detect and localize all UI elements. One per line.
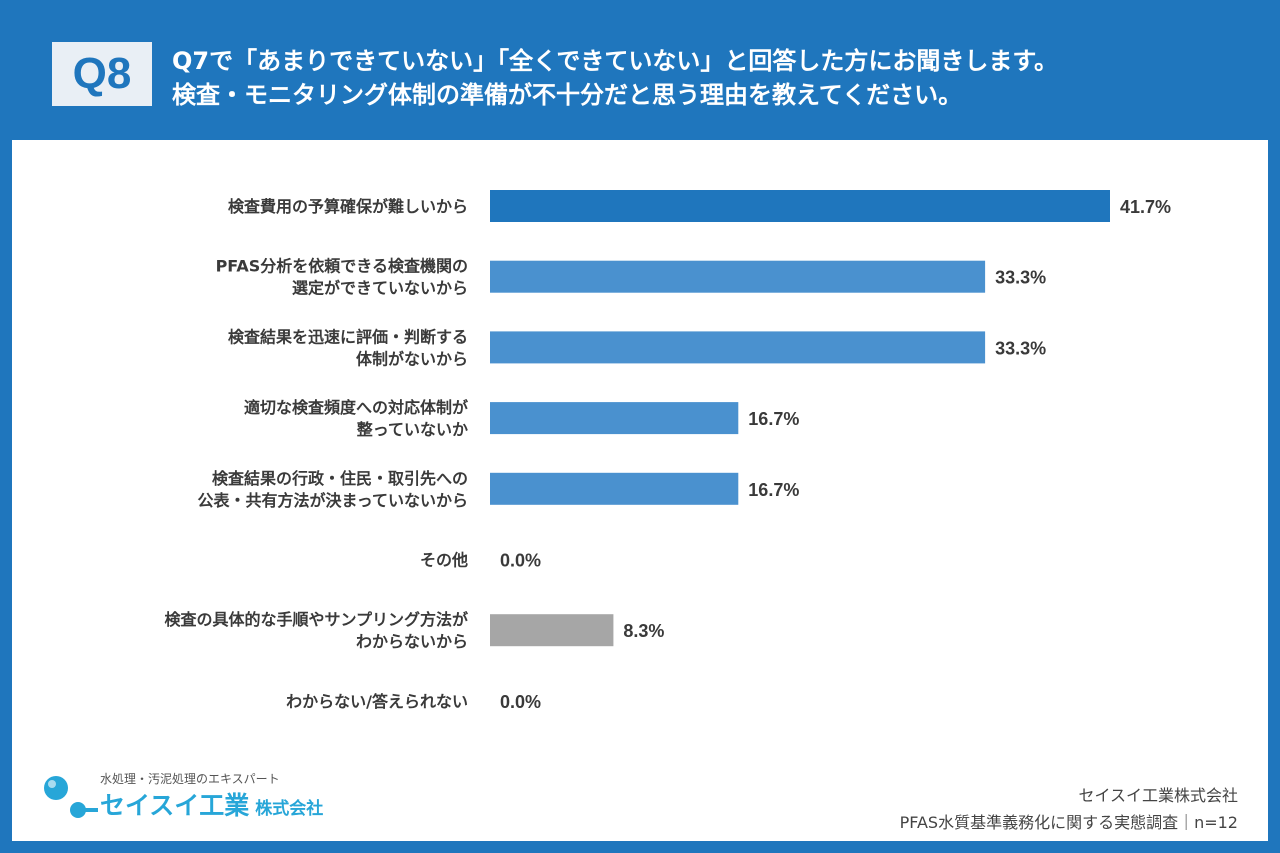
category-label-5-line-2: 公表・共有方法が決まっていないから <box>197 491 468 510</box>
bar-1 <box>490 190 1110 222</box>
category-label-4-line-1: 適切な検査頻度への対応体制が <box>244 398 468 417</box>
bar-2 <box>490 260 986 293</box>
category-label-6-line-1: その他 <box>420 551 468 570</box>
value-label-7: 8.3% <box>623 621 664 641</box>
footer-company: セイスイ工業株式会社 <box>1078 786 1238 805</box>
category-label-4-line-2: 整っていないか <box>356 420 468 439</box>
footer-credit: セイスイ工業株式会社 PFAS水質基準義務化に関する実態調査｜n=12 <box>900 782 1238 836</box>
logo-tagline: 水処理・汚泥処理のエキスパート <box>100 772 280 786</box>
category-label-7-line-2: わからないから <box>356 632 468 651</box>
logo-suffix: 株式会社 <box>255 799 324 819</box>
question-title-line-1: Q7で「あまりできていない」「全くできていない」と回答した方にお聞きします。 <box>172 47 1058 75</box>
value-label-5: 16.7% <box>748 480 799 500</box>
footer-survey: PFAS水質基準義務化に関する実態調査｜n=12 <box>899 813 1238 832</box>
category-label-1-line-1: 検査費用の予算確保が難しいから <box>228 197 468 216</box>
question-title: Q7で「あまりできていない」「全くできていない」と回答した方にお聞きします。 検… <box>172 44 1262 112</box>
value-label-2: 33.3% <box>995 268 1046 288</box>
chart-panel: 41.7% 検査費用の予算確保が難しいから 33.3% PFAS分析を依頼できる検査機… <box>12 140 1268 841</box>
value-label-3: 33.3% <box>995 338 1046 358</box>
category-label-5-line-1: 検査結果の行政・住民・取引先への <box>212 469 468 488</box>
value-label-8: 0.0% <box>500 692 541 712</box>
bar-5 <box>490 472 739 505</box>
category-label-8-line-1: わからない/答えられない <box>286 692 468 711</box>
value-label-4: 16.7% <box>748 409 799 429</box>
category-label-3-line-2: 体制がないから <box>356 349 468 368</box>
value-label-6: 0.0% <box>500 551 541 571</box>
company-logo: 水処理・汚泥処理のエキスパート セイスイ工業 株式会社 <box>42 768 382 828</box>
category-label-7-line-1: 検査の具体的な手順やサンプリング方法が <box>164 610 468 629</box>
logo-name-text: セイスイ工業 <box>100 791 250 820</box>
header: Q8 Q7で「あまりできていない」「全くできていない」と回答した方にお聞きします… <box>0 0 1280 140</box>
category-label-2-line-2: 選定ができていないから <box>292 279 468 298</box>
value-label-1: 41.7% <box>1120 197 1171 217</box>
water-drop-logo-icon <box>44 776 98 818</box>
logo-company-name: セイスイ工業 株式会社 <box>100 786 323 822</box>
bar-3 <box>490 331 986 364</box>
bar-4 <box>490 402 739 435</box>
category-label-2-line-1: PFAS分析を依頼できる検査機関の <box>216 257 468 276</box>
bar-7 <box>490 614 614 647</box>
question-badge: Q8 <box>52 42 152 106</box>
question-title-line-2: 検査・モニタリング体制の準備が不十分だと思う理由を教えてください。 <box>172 81 963 109</box>
bar-chart: 41.7% 検査費用の予算確保が難しいから 33.3% PFAS分析を依頼できる検査機… <box>164 190 1171 712</box>
category-label-3-line-1: 検査結果を迅速に評価・判断する <box>228 327 468 346</box>
